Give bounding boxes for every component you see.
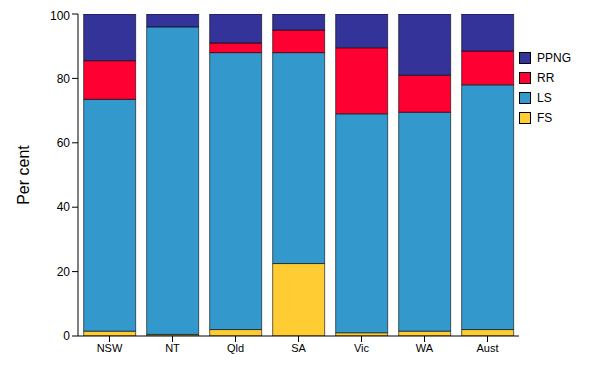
svg-text:WA: WA [416, 342, 434, 354]
html-text:FS: FS [537, 111, 553, 125]
svg-text:100: 100 [50, 9, 70, 23]
svg-text:Per cent: Per cent [15, 145, 32, 205]
svg-text:SA: SA [291, 342, 306, 354]
svg-text:Qld: Qld [227, 342, 244, 354]
svg-text:20: 20 [57, 265, 71, 279]
svg-text:NT: NT [165, 342, 180, 354]
svg-text:Aust: Aust [476, 342, 498, 354]
svg-text:0: 0 [63, 329, 70, 343]
svg-text:NSW: NSW [97, 342, 123, 354]
svg-text:Vic: Vic [354, 342, 370, 354]
svg-text:80: 80 [57, 72, 71, 86]
svg-text:60: 60 [57, 136, 71, 150]
html-text:LS: LS [537, 91, 552, 105]
html-text:PPNG: PPNG [537, 51, 571, 65]
svg-text:40: 40 [57, 200, 71, 214]
html-text:RR: RR [537, 71, 555, 85]
